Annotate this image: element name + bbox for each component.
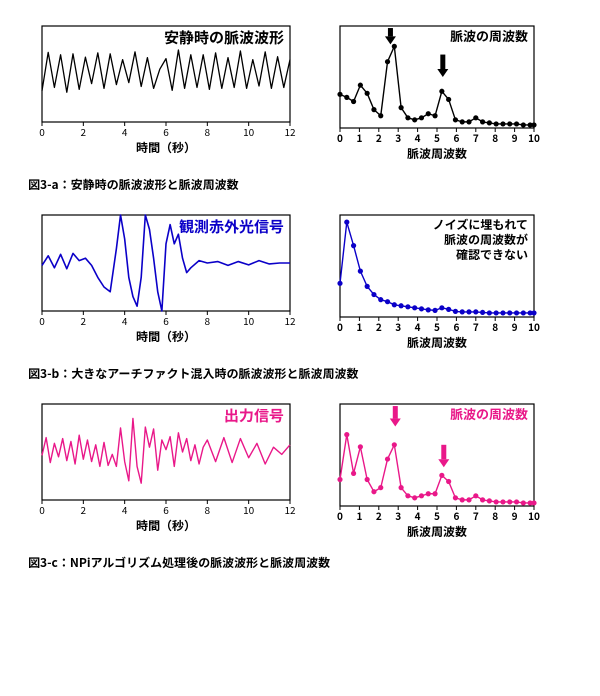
- x-axis-label: 脈波周波数: [407, 523, 467, 540]
- x-axis-label: 時間（秒）: [136, 328, 196, 345]
- svg-text:8: 8: [205, 502, 211, 517]
- svg-text:0: 0: [39, 313, 45, 328]
- panel-b-right: 012345678910脈波周波数ノイズに埋もれて脈波の周波数が確認できない: [318, 207, 542, 357]
- svg-text:10: 10: [243, 124, 255, 139]
- svg-text:1: 1: [356, 319, 362, 334]
- svg-text:4: 4: [415, 130, 421, 145]
- x-axis-label: 脈波周波数: [407, 334, 467, 351]
- svg-text:4: 4: [122, 313, 128, 328]
- panel-title: 脈波の周波数: [450, 26, 528, 45]
- panel-annotation: 確認できない: [456, 246, 528, 263]
- svg-text:10: 10: [243, 313, 255, 328]
- caption-a: 図3-a：安静時の脈波波形と脈波周波数: [28, 176, 582, 193]
- svg-text:8: 8: [492, 319, 498, 334]
- svg-text:12: 12: [284, 124, 296, 139]
- figure-page: 024681012時間（秒）安静時の脈波波形 012345678910脈波周波数…: [0, 0, 600, 605]
- svg-text:6: 6: [163, 313, 169, 328]
- svg-text:2: 2: [376, 508, 382, 523]
- panel-title: 出力信号: [224, 405, 284, 426]
- panel-title: 安静時の脈波波形: [164, 27, 284, 48]
- svg-text:10: 10: [528, 319, 540, 334]
- row-b: 024681012時間（秒）観測赤外光信号 012345678910脈波周波数ノ…: [18, 207, 582, 357]
- panel-c-right: 0123456789 10 脈波周波数 脈波の周波数: [318, 396, 542, 546]
- svg-text:9: 9: [512, 130, 518, 145]
- svg-text:12: 12: [284, 313, 296, 328]
- svg-text:0: 0: [39, 502, 45, 517]
- svg-text:2: 2: [81, 313, 87, 328]
- svg-text:0: 0: [337, 130, 343, 145]
- panel-c-left: 0 2 4 6 8 10 12 時間（秒） 出力信号: [18, 396, 298, 536]
- svg-text:3: 3: [395, 508, 401, 523]
- svg-text:9: 9: [512, 319, 518, 334]
- svg-text:8: 8: [205, 124, 211, 139]
- panel-a-right: 0123456789 10 脈波周波数 脈波の周波数: [318, 18, 542, 168]
- svg-text:3: 3: [395, 319, 401, 334]
- svg-text:7: 7: [473, 130, 479, 145]
- svg-text:0: 0: [337, 319, 343, 334]
- svg-text:2: 2: [81, 502, 87, 517]
- svg-text:0: 0: [337, 508, 343, 523]
- svg-text:2: 2: [376, 130, 382, 145]
- svg-text:4: 4: [415, 508, 421, 523]
- caption-b: 図3-b：大きなアーチファクト混入時の脈波波形と脈波周波数: [28, 365, 582, 382]
- svg-text:1: 1: [356, 130, 362, 145]
- svg-text:7: 7: [473, 508, 479, 523]
- svg-text:6: 6: [163, 124, 169, 139]
- panel-a-left: 0 2 4 6 8 10 12 時間（秒） 安静時の脈波波形: [18, 18, 298, 158]
- svg-text:5: 5: [434, 130, 440, 145]
- svg-text:1: 1: [356, 508, 362, 523]
- svg-text:10: 10: [528, 130, 540, 145]
- svg-text:3: 3: [395, 130, 401, 145]
- svg-text:4: 4: [415, 319, 421, 334]
- svg-text:2: 2: [81, 124, 87, 139]
- svg-text:5: 5: [434, 319, 440, 334]
- svg-text:12: 12: [284, 502, 296, 517]
- x-axis-label: 時間（秒）: [136, 139, 196, 156]
- svg-text:10: 10: [528, 508, 540, 523]
- panel-title: 脈波の周波数: [450, 404, 528, 423]
- svg-text:5: 5: [434, 508, 440, 523]
- panel-title: 観測赤外光信号: [179, 216, 284, 237]
- svg-text:6: 6: [453, 130, 459, 145]
- x-axis-label: 脈波周波数: [407, 145, 467, 162]
- svg-text:6: 6: [453, 508, 459, 523]
- x-axis-label: 時間（秒）: [136, 517, 196, 534]
- row-a: 024681012時間（秒）安静時の脈波波形 012345678910脈波周波数…: [18, 18, 582, 168]
- svg-text:6: 6: [453, 319, 459, 334]
- svg-text:7: 7: [473, 319, 479, 334]
- panel-b-left: 0 2 4 6 8 10 12 時間（秒） 観測赤外光信号: [18, 207, 298, 347]
- svg-text:2: 2: [376, 319, 382, 334]
- svg-text:0: 0: [39, 124, 45, 139]
- svg-text:8: 8: [492, 130, 498, 145]
- svg-text:4: 4: [122, 124, 128, 139]
- svg-text:6: 6: [163, 502, 169, 517]
- svg-text:8: 8: [205, 313, 211, 328]
- svg-text:8: 8: [492, 508, 498, 523]
- caption-c: 図3-c：NPiアルゴリズム処理後の脈波波形と脈波周波数: [28, 554, 582, 571]
- svg-text:10: 10: [243, 502, 255, 517]
- row-c: 024681012時間（秒）出力信号 012345678910脈波周波数脈波の周…: [18, 396, 582, 546]
- svg-text:9: 9: [512, 508, 518, 523]
- svg-text:4: 4: [122, 502, 128, 517]
